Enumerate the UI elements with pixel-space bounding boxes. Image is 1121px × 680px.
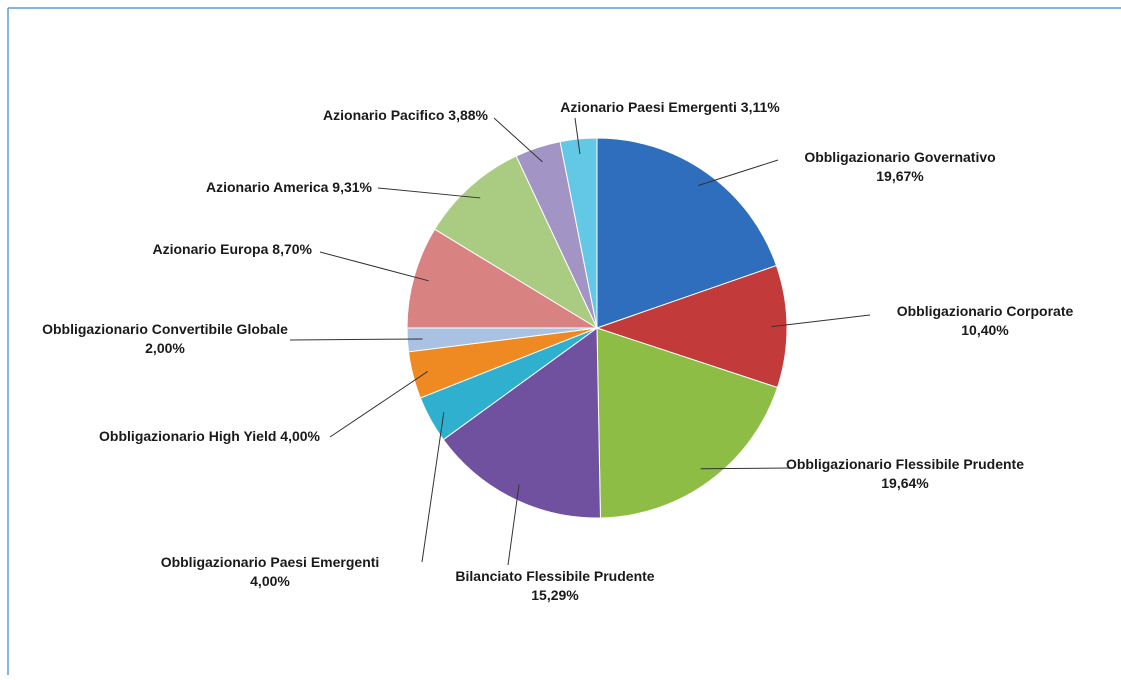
label-value: 10,40% <box>961 322 1009 338</box>
slice-label: Azionario Europa 8,70% <box>153 241 313 257</box>
leader-line <box>377 187 481 199</box>
slice-label: Obbligazionario High Yield 4,00% <box>99 428 320 444</box>
slice-label: Obbligazionario Convertibile Globale 2,00… <box>42 321 288 356</box>
label-name: Azionario America <box>206 179 329 195</box>
label-name: Obbligazionario High Yield <box>99 428 276 444</box>
leader-line <box>319 251 429 282</box>
label-name: Azionario Pacifico <box>323 107 444 123</box>
label-value: 3,11% <box>741 99 780 115</box>
slice-label: Azionario America 9,31% <box>206 179 373 195</box>
pie-slice <box>596 327 779 519</box>
label-value: 15,29% <box>531 587 579 603</box>
label-name: Obbligazionario Governativo <box>804 149 995 165</box>
pie-slice <box>596 137 778 329</box>
label-value: 19,64% <box>881 475 929 491</box>
label-name: Bilanciato Flessibile Prudente <box>455 568 654 584</box>
leader-line <box>329 371 428 438</box>
leader-line <box>493 117 543 163</box>
label-name: Obbligazionario Paesi Emergenti <box>161 554 380 570</box>
label-name: Azionario Paesi Emergenti <box>560 99 737 115</box>
label-value: 2,00% <box>145 340 185 356</box>
leader-line <box>507 484 520 566</box>
leader-line <box>289 338 423 341</box>
label-name: Obbligazionario Convertibile Globale <box>42 321 288 337</box>
slice-label: Azionario Paesi Emergenti 3,11% <box>560 99 780 115</box>
pie-slice <box>595 264 788 389</box>
slice-label: Obbligazionario Flessibile Prudente 19,64… <box>786 456 1024 491</box>
slice-label: Azionario Pacifico 3,88% <box>323 107 488 123</box>
leader-line <box>771 314 871 328</box>
slice-label: Obbligazionario Paesi Emergenti 4,00% <box>161 554 380 589</box>
label-name: Obbligazionario Corporate <box>897 303 1074 319</box>
label-value: 8,70% <box>272 241 312 257</box>
label-value: 9,31% <box>332 179 372 195</box>
leader-line <box>698 159 779 187</box>
label-name: Azionario Europa <box>153 241 269 257</box>
pie-slice <box>433 155 599 330</box>
slice-label: Obbligazionario Governativo 19,67% <box>804 149 995 184</box>
label-value: 4,00% <box>280 428 320 444</box>
leader-line <box>574 117 581 155</box>
label-value: 4,00% <box>250 573 290 589</box>
pie-slice <box>559 137 598 329</box>
label-value: 19,67% <box>876 168 924 184</box>
leader-line <box>700 467 791 470</box>
label-name: Obbligazionario Flessibile Prudente <box>786 456 1024 472</box>
slice-label: Obbligazionario Corporate 10,40% <box>897 303 1074 338</box>
label-value: 3,88% <box>448 107 488 123</box>
pie-slice <box>442 327 601 519</box>
slice-label: Bilanciato Flessibile Prudente 15,29% <box>455 568 654 603</box>
leader-line <box>421 412 445 563</box>
